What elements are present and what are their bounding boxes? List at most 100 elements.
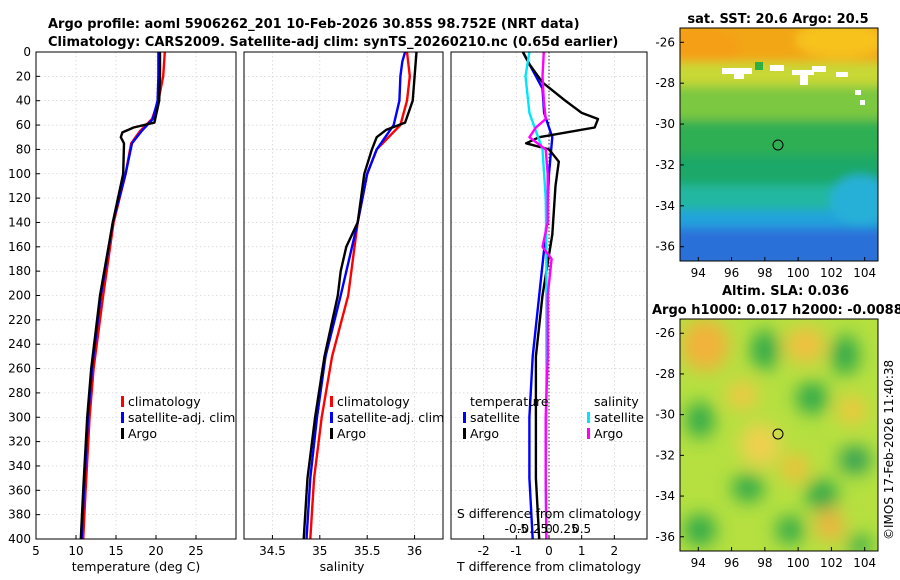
s-tick-label: 0.5 <box>572 522 591 536</box>
legend-swatch-t-argo <box>463 428 466 439</box>
s-tick-label: -0.5 <box>505 522 528 536</box>
legend-climatology: climatology <box>337 394 410 409</box>
depth-tick-label: 260 <box>8 362 31 376</box>
x-tick-label: 5 <box>32 544 40 558</box>
temperature-series <box>79 51 166 540</box>
depth-tick-label: 380 <box>8 508 31 522</box>
sst-map-title: sat. SST: 20.6 Argo: 20.5 <box>687 12 868 27</box>
legend-swatch-satellite-adj <box>330 412 333 423</box>
depth-tick-label: 360 <box>8 483 31 497</box>
salinity-panel: 34.5 35 35.5 36 salinity climatology satell… <box>243 51 444 574</box>
legend-climatology: climatology <box>128 394 201 409</box>
x-tick-label: 10 <box>68 544 83 558</box>
sla-field <box>680 319 878 551</box>
sst-axes-box <box>679 27 879 262</box>
x-tick-label: 1 <box>578 544 586 558</box>
s-tick-label: -0.25 <box>517 522 548 536</box>
x-tick-label: 34.5 <box>259 544 286 558</box>
x-tick-label: 2 <box>611 544 619 558</box>
lon-tick-label: 102 <box>820 266 843 280</box>
sst-argo-location-marker <box>772 139 784 151</box>
temperature-xlabel: temperature (deg C) <box>72 559 201 574</box>
lat-tick-label: -28 <box>655 76 675 90</box>
lon-tick-label: 98 <box>757 556 772 570</box>
depth-tick-label: 40 <box>16 94 31 108</box>
lat-tick-label: -28 <box>655 367 675 381</box>
lat-tick-label: -34 <box>655 489 675 503</box>
series-line-salinity-argo <box>528 51 553 540</box>
x-tick-label: 20 <box>148 544 163 558</box>
depth-tick-label: 20 <box>16 69 31 83</box>
depth-tick-labels: 0 20 40 60 80 100 120 140 160 180 200 220 240 260 280 3… <box>8 45 40 546</box>
lat-tick-label: -32 <box>655 158 675 172</box>
depth-tick-label: 220 <box>8 313 31 327</box>
lon-tick-label: 94 <box>691 266 706 280</box>
x-tick-label: 35.5 <box>354 544 381 558</box>
legend-swatch-climatology <box>121 396 124 407</box>
series-line-satellite-adj-clim <box>305 51 407 540</box>
sst-lat-tick-labels: -26 -28 -30 -32 -34 -36 <box>655 35 684 254</box>
lat-tick-label: -34 <box>655 199 675 213</box>
sla-map-title-line-1: Altim. SLA: 0.036 <box>722 284 849 299</box>
legend-swatch-s-argo <box>587 428 590 439</box>
lon-tick-label: 102 <box>820 556 843 570</box>
sla-map: Altim. SLA: 0.036 Argo h1000: 0.017 h200… <box>652 284 900 570</box>
lon-tick-label: 98 <box>757 266 772 280</box>
legend-satellite-adj: satellite-adj. clim <box>337 410 444 425</box>
s-tick-label: 0.25 <box>552 522 579 536</box>
legend-s-argo: Argo <box>594 426 623 441</box>
depth-tick-label: 160 <box>8 240 31 254</box>
sla-axes-box <box>679 318 879 552</box>
depth-tick-label: 200 <box>8 289 31 303</box>
x-tick-label: 35 <box>312 544 327 558</box>
lon-tick-label: 94 <box>691 556 706 570</box>
depth-tick-label: 280 <box>8 386 31 400</box>
legend-t-argo: Argo <box>470 426 499 441</box>
lat-tick-label: -30 <box>655 408 675 422</box>
legend-argo: Argo <box>337 426 366 441</box>
legend-swatch-argo <box>330 428 333 439</box>
s-tick-label: 0 <box>545 522 553 536</box>
sst-map: sat. SST: 20.6 Argo: 20.5 <box>655 12 879 280</box>
x-tick-label: 36 <box>407 544 422 558</box>
title-line-2: Climatology: CARS2009. Satellite-adj cli… <box>48 35 618 50</box>
sst-field <box>680 28 878 261</box>
series-line-argo <box>302 51 418 540</box>
t-difference-xlabel: T difference from climatology <box>456 559 642 574</box>
difference-series <box>521 51 600 540</box>
lat-tick-label: -30 <box>655 117 675 131</box>
sla-lat-tick-labels: -26 -28 -30 -32 -34 -36 <box>655 326 684 544</box>
depth-tick-label: 340 <box>8 459 31 473</box>
legend-salinity-title: salinity <box>594 394 639 409</box>
temperature-panel: 0 20 40 60 80 100 120 140 160 180 200 220 240 260 280 3… <box>8 45 237 574</box>
sla-lon-tick-labels: 94 96 98 100 102 104 <box>691 547 876 570</box>
depth-tick-label: 140 <box>8 215 31 229</box>
title-line-1: Argo profile: aoml 5906262_201 10-Feb-20… <box>48 17 580 32</box>
legend-swatch-climatology <box>330 396 333 407</box>
s-difference-xlabel: S difference from climatology <box>457 506 642 521</box>
salinity-tick-labels: 34.5 35 35.5 36 <box>259 535 422 558</box>
depth-tick-label: 300 <box>8 410 31 424</box>
x-tick-label: 25 <box>188 544 203 558</box>
difference-legend: temperature satellite Argo salinity sate… <box>463 394 644 441</box>
legend-t-satellite: satellite <box>470 410 520 425</box>
salinity-legend: climatology satellite-adj. clim Argo <box>330 394 444 441</box>
x-tick-label: -2 <box>478 544 490 558</box>
s-difference-tick-labels: -0.5-0.250 0.250.5 <box>505 522 592 536</box>
salinity-series <box>302 51 418 540</box>
sla-argo-location-marker <box>772 428 784 440</box>
footer-timestamp: ©IMOS 17-Feb-2026 11:40:38 <box>882 360 896 540</box>
salinity-grid <box>244 51 443 540</box>
depth-tick-label: 400 <box>8 532 31 546</box>
lat-tick-label: -36 <box>655 530 675 544</box>
legend-swatch-argo <box>121 428 124 439</box>
difference-panel: -2 -1 0 1 2 -0.5-0.250 0.250.5 S difference f… <box>450 51 648 574</box>
x-tick-label: -1 <box>510 544 522 558</box>
x-tick-label: 0 <box>545 544 553 558</box>
lon-tick-label: 96 <box>724 266 739 280</box>
legend-swatch-satellite-adj <box>121 412 124 423</box>
sst-lon-tick-labels: 94 96 98 100 102 104 <box>691 257 876 280</box>
series-line-argo <box>79 52 162 540</box>
salinity-axes-box <box>243 51 444 540</box>
